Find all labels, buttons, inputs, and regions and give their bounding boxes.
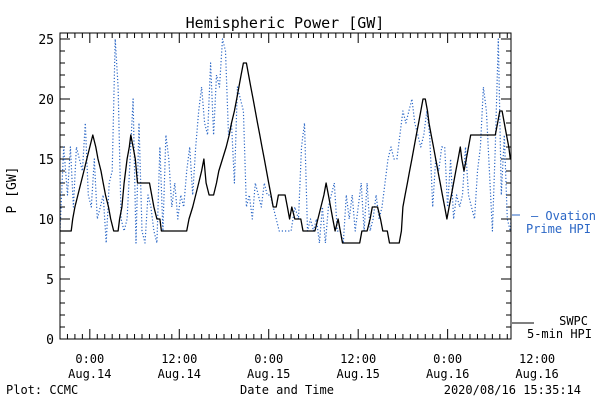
- y-tick-label: 15: [38, 153, 54, 168]
- y-tick-label: 20: [38, 93, 54, 108]
- x-axis-ticks: 0:00Aug.1412:00Aug.140:00Aug.1512:00Aug.…: [59, 33, 559, 381]
- legend-swpc-line2: 5-min HPI: [527, 327, 592, 341]
- x-tick-label-date: Aug.16: [426, 367, 469, 381]
- x-tick-label-time: 0:00: [75, 352, 104, 366]
- x-tick-label-date: Aug.15: [337, 367, 380, 381]
- swpc-series-line: [60, 62, 511, 244]
- x-tick-label-date: Aug.15: [247, 367, 290, 381]
- plot-frame: [59, 32, 512, 340]
- series-layer: [60, 38, 511, 244]
- legend-swpc-line1: SWPC: [559, 314, 588, 328]
- x-tick-label-time: 12:00: [519, 352, 555, 366]
- y-tick-label: 0: [46, 333, 54, 348]
- y-axis-ticks: 0 5 10 15 20 25: [38, 33, 511, 348]
- legend-ovation-line1: — Ovation: [531, 209, 596, 223]
- x-tick-label-time: 0:00: [433, 352, 462, 366]
- x-axis-label: Date and Time: [240, 383, 334, 397]
- x-tick-label-date: Aug.14: [68, 367, 111, 381]
- chart-title: Hemispheric Power [GW]: [186, 14, 385, 32]
- x-tick-label-date: Aug.14: [158, 367, 201, 381]
- y-axis-label: P [GW]: [5, 167, 20, 214]
- plot-credit: Plot: CCMC: [6, 383, 78, 397]
- x-tick-label-date: Aug.16: [515, 367, 558, 381]
- ovation-prime-series-line: [60, 38, 511, 244]
- x-tick-label-time: 12:00: [161, 352, 197, 366]
- y-tick-label: 10: [38, 213, 54, 228]
- legend-ovation-line2: Prime HPI: [526, 222, 591, 236]
- x-tick-label-time: 0:00: [254, 352, 283, 366]
- y-tick-label: 5: [46, 273, 54, 288]
- plot-timestamp: 2020/08/16 15:35:14: [444, 383, 581, 397]
- x-tick-label-time: 12:00: [340, 352, 376, 366]
- legend-ovation: — Ovation Prime HPI: [512, 209, 596, 236]
- y-tick-label: 25: [38, 33, 54, 48]
- legend-swpc: SWPC 5-min HPI: [512, 314, 592, 341]
